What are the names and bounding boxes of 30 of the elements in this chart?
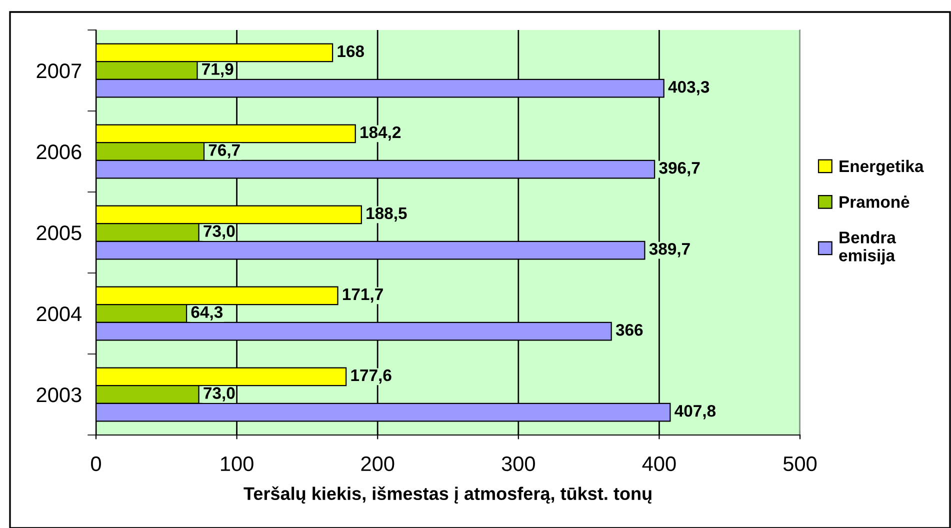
x-axis-title: Teršalų kiekis, išmestas į atmosferą, tūkst. tonų — [244, 486, 652, 504]
data-label: 177,6 — [351, 369, 392, 384]
x-tick-label: 500 — [783, 456, 817, 472]
data-label: 389,7 — [649, 242, 690, 258]
y-tick-label: 2004 — [36, 306, 82, 322]
data-label: 403,3 — [668, 80, 710, 96]
legend-label: Pramonė — [840, 196, 910, 208]
data-label: 396,7 — [659, 162, 700, 176]
data-label: 71,9 — [202, 63, 234, 78]
x-tick-label: 300 — [502, 456, 535, 472]
data-label: 407,8 — [674, 404, 716, 420]
x-tick-label: 0 — [91, 456, 101, 472]
data-label: 64,3 — [191, 306, 223, 320]
data-label: 188,5 — [366, 207, 407, 222]
x-tick-label: 400 — [642, 456, 676, 472]
x-tick-label: 200 — [361, 456, 394, 472]
data-label: 184,2 — [360, 126, 401, 141]
data-label: 366 — [616, 324, 643, 336]
y-tick-label: 2006 — [36, 144, 82, 160]
data-label: 168 — [338, 45, 364, 58]
y-tick-label: 2003 — [36, 388, 82, 402]
x-tick-label: 100 — [221, 456, 254, 472]
legend-label: Bendra emisija — [839, 231, 896, 265]
data-label: 171,7 — [342, 288, 383, 303]
legend-label: Energetika — [840, 160, 924, 176]
data-label: 73,0 — [204, 387, 235, 402]
data-label: 73,0 — [204, 225, 235, 240]
y-tick-label: 2007 — [36, 64, 82, 78]
y-tick-label: 2005 — [36, 226, 82, 240]
data-label: 76,7 — [208, 144, 240, 158]
